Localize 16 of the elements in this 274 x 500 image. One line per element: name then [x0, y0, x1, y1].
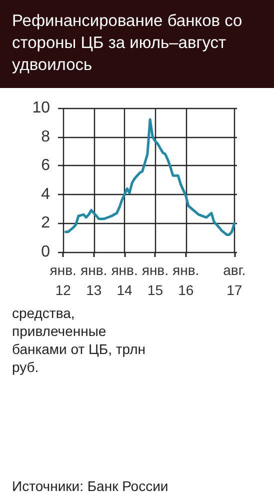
text: средства, привлеченные банками от ЦБ, трлн руб. — [12, 304, 146, 376]
x-tick-label: янв. 15 — [142, 262, 169, 298]
y-tick-label: 8 — [41, 128, 50, 146]
y-tick-label: 2 — [41, 214, 50, 232]
line-series — [64, 118, 236, 236]
x-tick-label: янв. 12 — [50, 262, 76, 298]
text: Источники: Банк России — [12, 478, 168, 494]
x-tick-label: янв. 16 — [172, 262, 200, 298]
chart-title: Рефинансирование банков со стороны ЦБ за июль–август удвоилось — [0, 0, 274, 88]
x-tick-label: авг. 17 — [223, 262, 246, 298]
y-tick-label: 4 — [41, 186, 50, 203]
y-tick-label: 6 — [41, 157, 50, 174]
x-tick-label: янв. 14 — [111, 262, 138, 298]
x-tick-label: янв. 13 — [80, 262, 108, 298]
y-tick-label: 10 — [32, 100, 50, 116]
y-tick-label: 0 — [41, 244, 50, 260]
